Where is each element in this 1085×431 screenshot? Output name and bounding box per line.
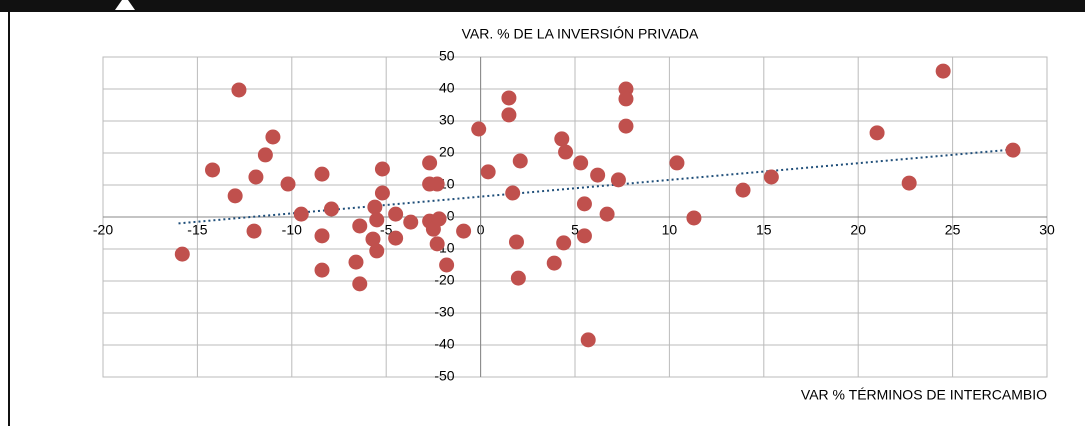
point (590, 167, 606, 183)
point (610, 172, 626, 188)
x-tick-label: 25 (945, 222, 961, 238)
point (374, 185, 390, 201)
x-tick-label: 30 (1039, 222, 1055, 238)
y-tick-label: -30 (434, 304, 454, 320)
y-tick-label: 0 (447, 208, 455, 224)
y-tick-label: 40 (439, 80, 455, 96)
y-tick-label: 30 (439, 112, 455, 128)
point (323, 201, 339, 217)
x-tick-label: -10 (282, 222, 302, 238)
point (546, 255, 562, 271)
point (314, 262, 330, 278)
x-axis-title: VAR % TÉRMINOS DE INTERCAMBIO (801, 387, 1047, 403)
x-tick-label: 20 (850, 222, 866, 238)
y-tick-label: -40 (434, 336, 454, 352)
point (429, 176, 445, 192)
point (558, 144, 574, 160)
point (669, 155, 685, 171)
point (205, 162, 221, 178)
point (935, 63, 951, 79)
point (280, 176, 296, 192)
point (374, 161, 390, 177)
point (265, 129, 281, 145)
point (763, 169, 779, 185)
x-tick-label: -20 (93, 222, 113, 238)
y-tick-label: 20 (439, 144, 455, 160)
trendline (178, 148, 1010, 225)
point (293, 206, 309, 222)
point (352, 218, 368, 234)
point (439, 257, 455, 273)
point (403, 214, 419, 230)
point (735, 182, 751, 198)
point (365, 231, 381, 247)
point (422, 155, 438, 171)
point (429, 236, 445, 252)
point (554, 131, 570, 147)
y-tick-label: -50 (434, 368, 454, 384)
x-tick-label: -5 (380, 222, 393, 238)
point (314, 228, 330, 244)
point (1005, 142, 1021, 158)
point (580, 332, 596, 348)
point (456, 223, 472, 239)
point (480, 164, 496, 180)
point (314, 166, 330, 182)
point (512, 153, 528, 169)
point (367, 199, 383, 215)
point (576, 228, 592, 244)
x-tick-label: 15 (756, 222, 772, 238)
point (257, 147, 273, 163)
point (501, 90, 517, 106)
point (576, 196, 592, 212)
point (352, 276, 368, 292)
point (431, 211, 447, 227)
x-tick-label: 5 (571, 222, 579, 238)
point (510, 270, 526, 286)
point (369, 243, 385, 259)
point (901, 175, 917, 191)
point (227, 188, 243, 204)
point (174, 246, 190, 262)
point (471, 121, 487, 137)
point (556, 235, 572, 251)
point (508, 234, 524, 250)
point (599, 206, 615, 222)
point (618, 118, 634, 134)
point (388, 230, 404, 246)
point (869, 125, 885, 141)
point (388, 206, 404, 222)
y-tick-label: -20 (434, 272, 454, 288)
point (686, 210, 702, 226)
point (348, 254, 364, 270)
point (369, 212, 385, 228)
x-tick-label: 10 (662, 222, 678, 238)
point (246, 223, 262, 239)
point (573, 155, 589, 171)
x-tick-label: -15 (187, 222, 207, 238)
point (618, 91, 634, 107)
point (501, 107, 517, 123)
point (505, 185, 521, 201)
y-tick-label: 50 (439, 48, 455, 64)
point (248, 169, 264, 185)
point (231, 82, 247, 98)
y-axis-title: VAR. % DE LA INVERSIÓN PRIVADA (462, 26, 699, 42)
header-band (0, 0, 1085, 10)
